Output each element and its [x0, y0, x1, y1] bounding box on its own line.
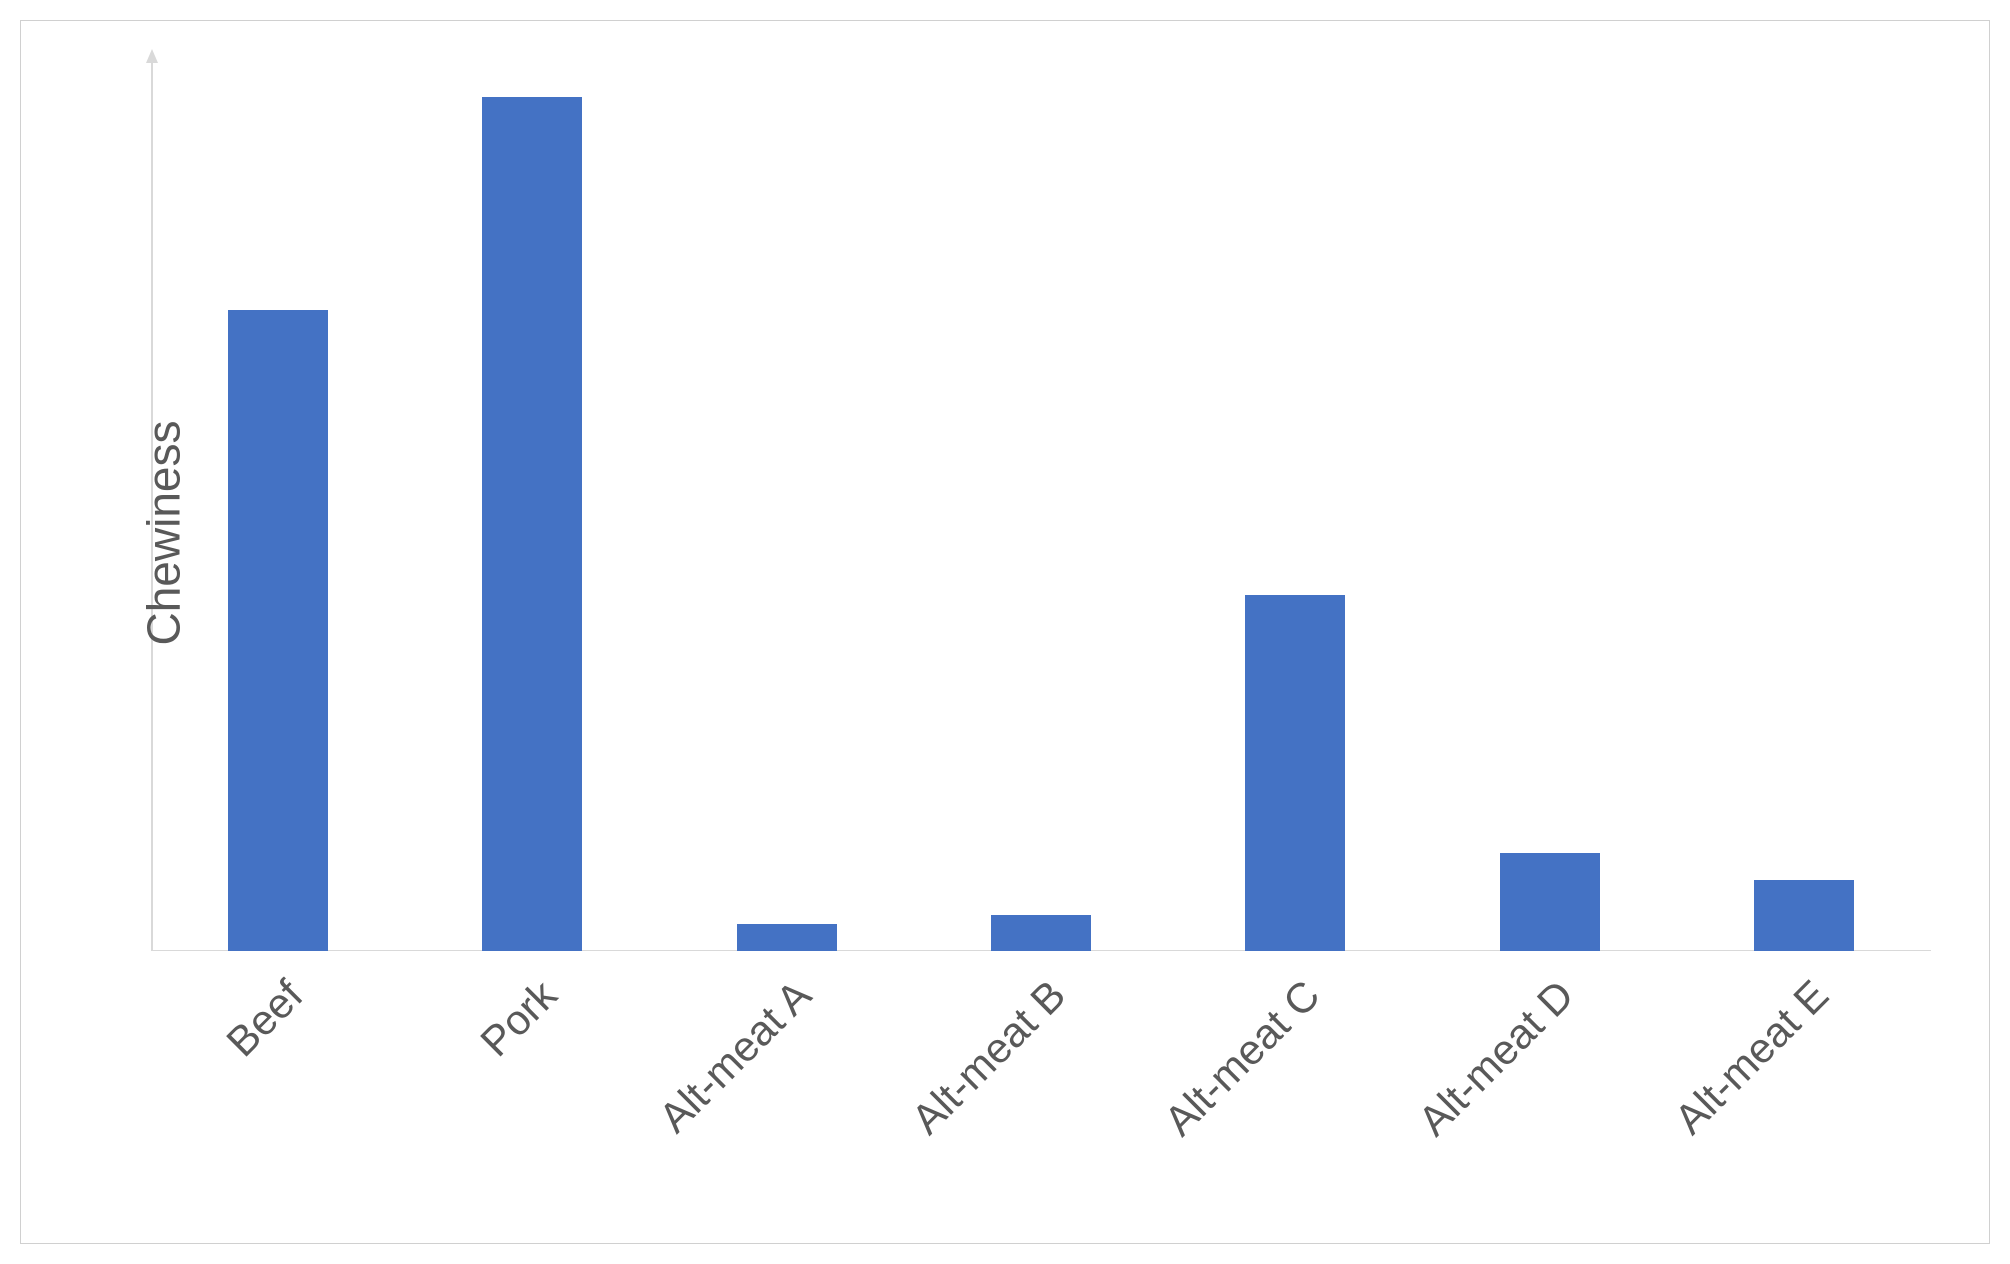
x-tick-label: Pork — [471, 971, 566, 1066]
x-tick-label: Alt-meat A — [650, 971, 821, 1142]
bar-slot — [914, 61, 1168, 951]
bar — [737, 924, 837, 951]
bar-slot — [1168, 61, 1422, 951]
x-tick-label: Alt-meat E — [1665, 971, 1838, 1144]
bar — [1500, 853, 1600, 951]
x-tick-label: Alt-meat B — [902, 971, 1075, 1144]
bar-slot — [1677, 61, 1931, 951]
bar — [482, 97, 582, 951]
bar-slot — [405, 61, 659, 951]
x-tick-label: Alt-meat C — [1155, 971, 1329, 1145]
bar — [1754, 880, 1854, 951]
bar — [228, 310, 328, 951]
bar — [991, 915, 1091, 951]
plot-area — [151, 61, 1931, 951]
y-axis-label: Chewiness — [137, 421, 191, 646]
chart-container: Beef Pork Alt-meat A Alt-meat B Alt-meat C Al… — [20, 20, 1990, 1244]
bar-slot — [660, 61, 914, 951]
x-tick-label: Beef — [217, 971, 312, 1066]
bar — [1245, 595, 1345, 951]
x-tick-label: Alt-meat D — [1409, 971, 1583, 1145]
bar-slot — [1422, 61, 1676, 951]
bars-group — [151, 61, 1931, 951]
